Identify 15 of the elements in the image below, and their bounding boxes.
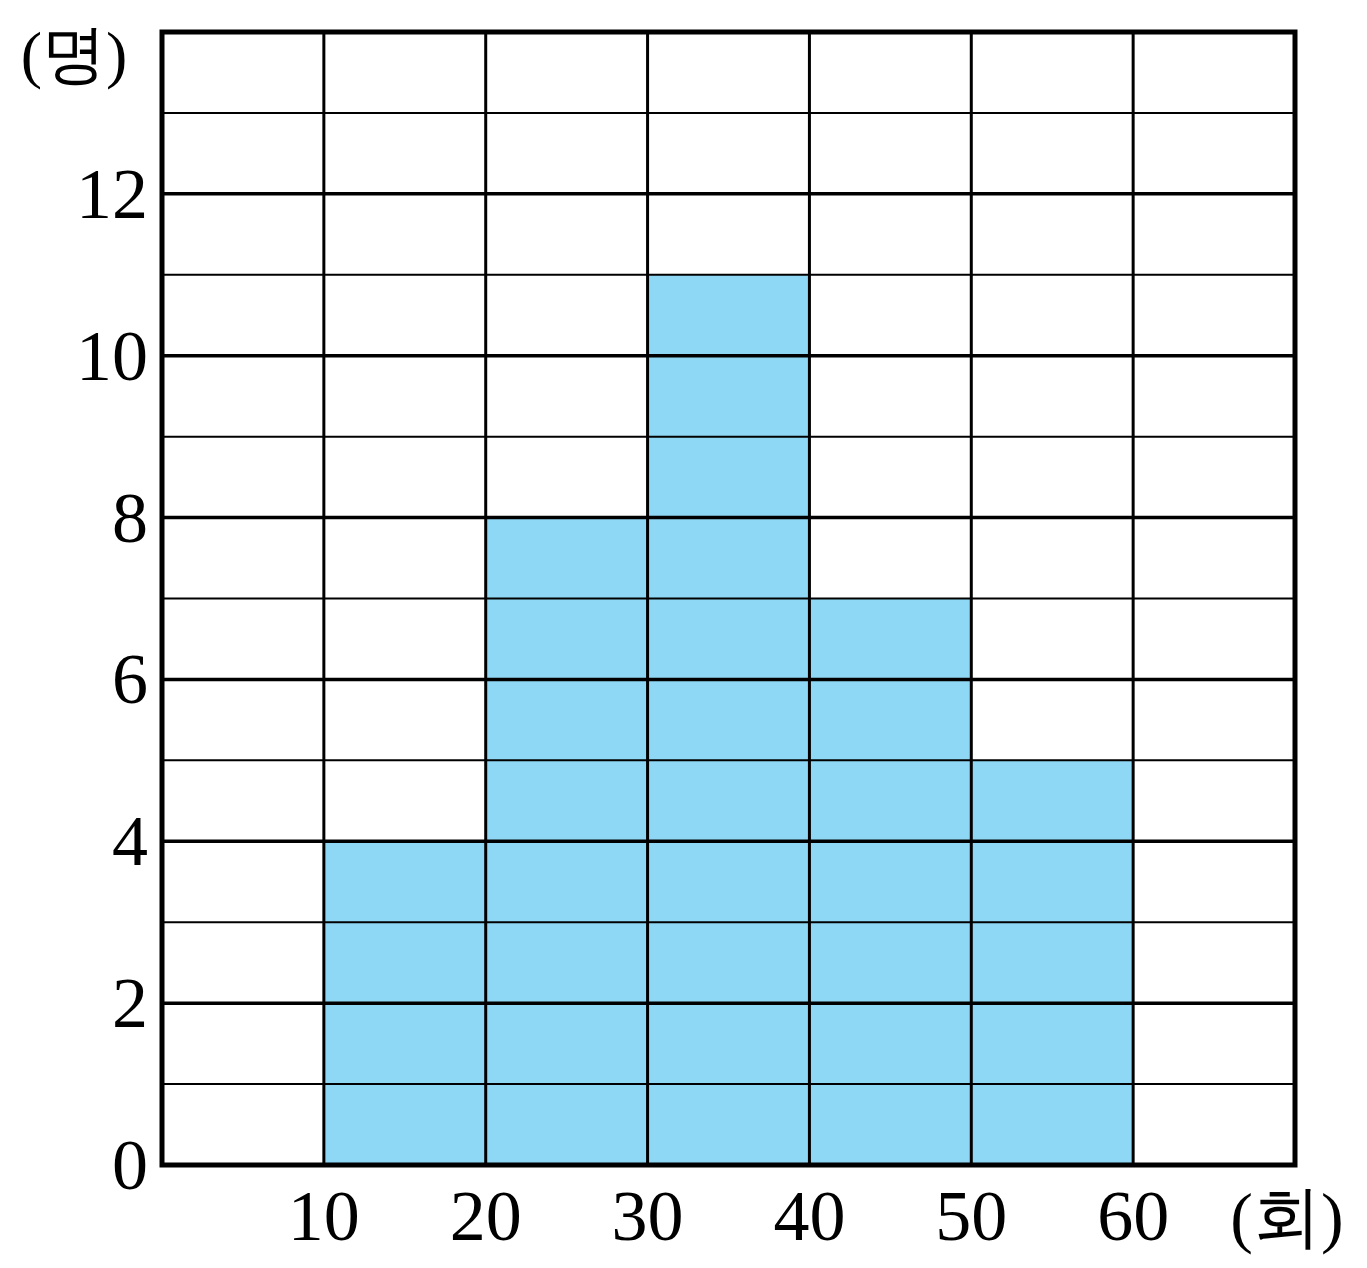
y-tick-label: 12 [76,153,148,234]
y-tick-label: 4 [112,801,148,882]
y-tick-label: 6 [112,639,148,720]
x-tick-label: 30 [611,1176,684,1256]
x-tick-label: 10 [287,1176,360,1256]
x-tick-label: 40 [773,1176,846,1256]
x-tick-label: 60 [1097,1176,1170,1256]
x-tick-label: 50 [935,1176,1008,1256]
x-tick-label: 20 [449,1176,522,1256]
y-tick-label: 2 [112,963,148,1044]
y-tick-label: 0 [112,1125,148,1205]
x-axis-title: (회) [1230,1179,1344,1255]
y-axis-title: (명) [20,19,128,90]
y-tick-label: 8 [112,477,148,558]
y-tick-label: 10 [76,315,148,396]
